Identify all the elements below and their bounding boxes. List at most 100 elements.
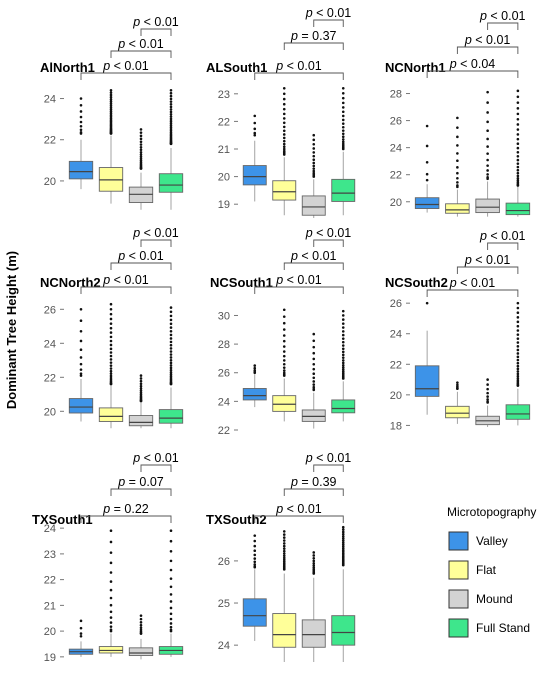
outlier-point	[109, 317, 113, 321]
outlier-point	[516, 168, 520, 172]
bracket-line	[283, 42, 344, 50]
outlier-point	[139, 374, 143, 377]
outlier-point	[425, 172, 429, 176]
outlier-point	[282, 350, 286, 353]
outlier-point	[109, 551, 113, 554]
outlier-point	[169, 353, 173, 356]
outlier-point	[341, 370, 345, 373]
outlier-point	[109, 378, 113, 382]
y-tick-label: 26	[44, 304, 56, 316]
outlier-point	[516, 171, 520, 175]
outlier-point	[341, 318, 345, 321]
box-flat	[98, 529, 124, 657]
outlier-point	[139, 137, 143, 141]
outlier-point	[282, 102, 286, 106]
outlier-point	[341, 543, 345, 546]
outlier-point	[312, 171, 316, 175]
legend-label: Mound	[476, 592, 513, 606]
outlier-point	[341, 140, 345, 144]
outlier-point	[312, 385, 316, 389]
outlier-point	[169, 622, 173, 625]
outlier-point	[312, 151, 316, 154]
outlier-point	[109, 112, 113, 115]
outlier-point	[516, 345, 520, 348]
outlier-point	[169, 625, 173, 629]
p-value-label: p < 0.01	[132, 451, 179, 465]
box-iqr	[505, 202, 531, 216]
comparison-bracket: p = 0.22	[80, 502, 172, 523]
outlier-point	[312, 562, 316, 565]
outlier-point	[312, 161, 316, 165]
y-tick-label: 25	[218, 598, 230, 610]
outlier-point	[282, 147, 286, 151]
bracket-line	[80, 286, 172, 294]
outlier-point	[109, 369, 113, 373]
outlier-point	[312, 387, 316, 391]
outlier-point	[341, 528, 345, 531]
outlier-point	[109, 361, 113, 364]
outlier-point	[516, 311, 520, 315]
outlier-point	[341, 353, 345, 357]
outlier-point	[139, 148, 143, 152]
y-tick-label: 22	[218, 425, 230, 437]
outlier-point	[282, 133, 286, 136]
outlier-point	[456, 381, 459, 384]
box-iqr	[98, 646, 124, 654]
outlier-point	[282, 544, 286, 548]
box-mound	[128, 614, 154, 660]
p-value-label: p < 0.01	[479, 9, 526, 23]
box-iqr	[475, 198, 500, 214]
panel-NCSouth2: NCSouth2 18 20 22 24 26 p < 0.01 p < 0.01 p < 0.…	[385, 229, 531, 432]
box-mound	[128, 374, 154, 429]
outlier-point	[456, 385, 459, 389]
outlier-point	[169, 121, 173, 125]
outlier-point	[79, 362, 83, 366]
outlier-point	[282, 371, 286, 375]
outlier-point	[169, 333, 173, 337]
outlier-point	[139, 630, 143, 634]
outlier-point	[109, 354, 113, 358]
outlier-point	[312, 147, 316, 150]
outlier-point	[282, 539, 286, 542]
outlier-point	[139, 145, 143, 149]
outlier-point	[79, 339, 83, 343]
box-iqr	[331, 615, 356, 646]
outlier-point	[139, 617, 143, 621]
outlier-point	[486, 101, 489, 104]
outlier-point	[79, 319, 83, 322]
panel-TXSouth1: TXSouth1 19 20 21 22 23 24 p < 0.01 p = 0.07 p = …	[32, 451, 184, 664]
outlier-point	[253, 369, 257, 372]
box-iqr	[301, 409, 326, 422]
box-valley	[242, 534, 267, 641]
outlier-point	[456, 181, 459, 184]
y-tick-label: 20	[44, 626, 56, 638]
outlier-point	[139, 382, 143, 386]
outlier-point	[516, 324, 520, 328]
comparison-bracket: p < 0.01	[305, 6, 351, 27]
outlier-point	[109, 372, 113, 375]
outlier-point	[341, 545, 345, 548]
outlier-point	[486, 120, 489, 124]
outlier-point	[79, 329, 83, 333]
outlier-point	[109, 326, 113, 330]
outlier-point	[169, 606, 173, 610]
y-tick-label: 24	[390, 329, 402, 341]
box-iqr	[98, 407, 124, 422]
outlier-point	[516, 337, 520, 340]
bracket-line	[140, 464, 172, 472]
outlier-point	[341, 122, 345, 125]
y-tick-label: 26	[218, 368, 230, 380]
y-tick-label: 24	[218, 396, 230, 408]
outlier-point	[282, 558, 286, 562]
outlier-point	[169, 306, 173, 309]
box-iqr	[242, 598, 267, 627]
p-value-label: p < 0.01	[275, 59, 322, 73]
box-iqr	[505, 404, 531, 420]
outlier-point	[169, 112, 173, 116]
outlier-point	[169, 347, 173, 350]
outlier-point	[456, 176, 459, 180]
p-value-label: p < 0.01	[275, 502, 322, 516]
outlier-point	[139, 621, 143, 624]
outlier-point	[109, 625, 113, 628]
outlier-point	[169, 600, 173, 603]
